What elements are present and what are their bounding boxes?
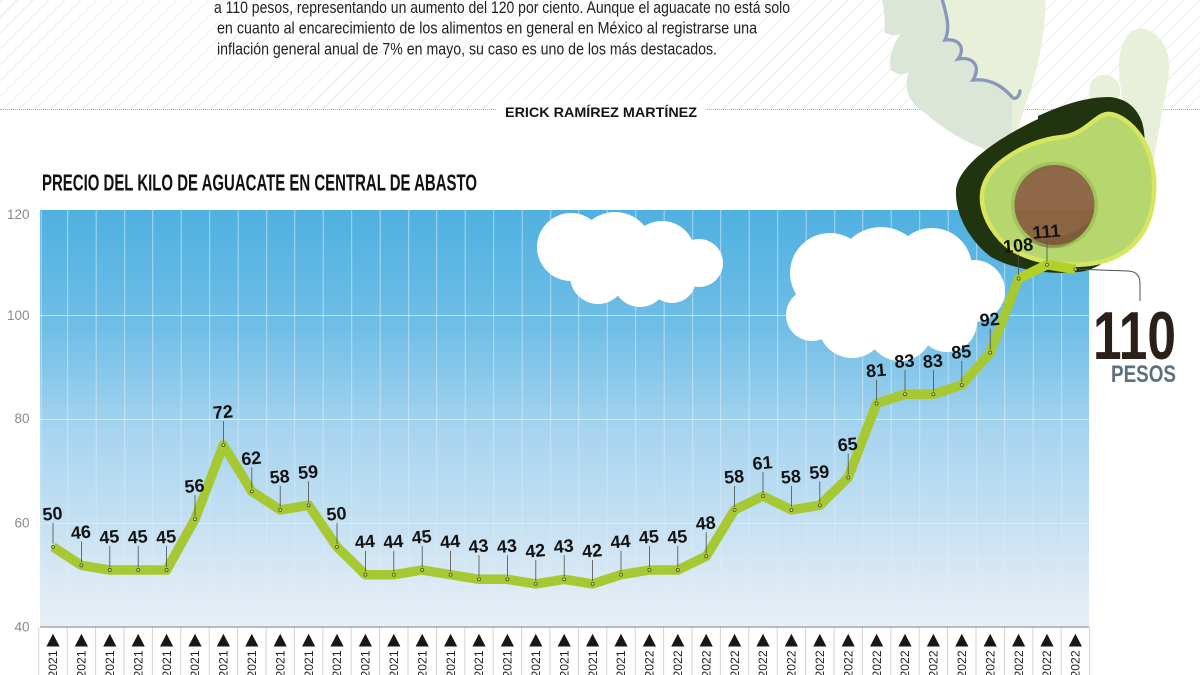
svg-text:83: 83 xyxy=(894,350,916,372)
svg-text:58: 58 xyxy=(780,466,802,488)
svg-text:2022: 2022 xyxy=(756,650,770,675)
svg-text:2021: 2021 xyxy=(46,650,60,675)
svg-text:2022: 2022 xyxy=(870,650,884,675)
svg-text:62: 62 xyxy=(240,448,262,470)
svg-text:2021: 2021 xyxy=(586,650,600,675)
svg-text:2022: 2022 xyxy=(1069,650,1083,675)
svg-text:2022: 2022 xyxy=(699,650,713,675)
svg-text:2021: 2021 xyxy=(302,650,316,675)
svg-text:2021: 2021 xyxy=(614,650,628,675)
svg-text:44: 44 xyxy=(354,531,376,553)
svg-text:2022: 2022 xyxy=(927,650,941,675)
svg-text:inflación general anual de 7%: inflación general anual de 7% en mayo, s… xyxy=(217,40,717,58)
svg-text:120: 120 xyxy=(7,207,30,222)
svg-text:45: 45 xyxy=(411,526,433,548)
svg-text:44: 44 xyxy=(439,531,461,553)
svg-text:81: 81 xyxy=(865,360,887,382)
svg-text:50: 50 xyxy=(326,503,348,525)
svg-text:44: 44 xyxy=(382,531,404,553)
svg-text:2022: 2022 xyxy=(813,650,827,675)
svg-text:59: 59 xyxy=(808,461,830,483)
svg-text:2021: 2021 xyxy=(501,650,515,675)
svg-text:2022: 2022 xyxy=(983,650,997,675)
svg-text:2021: 2021 xyxy=(557,650,571,675)
svg-text:2021: 2021 xyxy=(330,650,344,675)
svg-text:45: 45 xyxy=(98,526,120,548)
svg-text:2021: 2021 xyxy=(529,650,543,675)
svg-text:2021: 2021 xyxy=(415,650,429,675)
svg-text:58: 58 xyxy=(269,466,291,488)
svg-text:42: 42 xyxy=(581,540,603,562)
svg-text:46: 46 xyxy=(70,522,92,544)
svg-text:50: 50 xyxy=(42,503,64,525)
svg-text:40: 40 xyxy=(14,620,29,635)
svg-text:2021: 2021 xyxy=(273,650,287,675)
svg-text:2022: 2022 xyxy=(841,650,855,675)
svg-text:44: 44 xyxy=(610,531,632,553)
svg-text:PRECIO DEL KILO DE AGUACATE EN: PRECIO DEL KILO DE AGUACATE EN CENTRAL D… xyxy=(42,170,477,196)
svg-text:58: 58 xyxy=(723,466,745,488)
svg-text:61: 61 xyxy=(752,452,774,474)
svg-text:2021: 2021 xyxy=(103,650,117,675)
svg-text:2021: 2021 xyxy=(188,650,202,675)
svg-text:2021: 2021 xyxy=(387,650,401,675)
svg-text:45: 45 xyxy=(155,526,177,548)
svg-text:100: 100 xyxy=(7,308,30,323)
svg-text:110: 110 xyxy=(1093,298,1176,374)
svg-text:ERICK RAMÍREZ MARTÍNEZ: ERICK RAMÍREZ MARTÍNEZ xyxy=(505,104,698,120)
svg-text:45: 45 xyxy=(638,526,660,548)
svg-text:45: 45 xyxy=(666,526,688,548)
svg-text:83: 83 xyxy=(922,350,944,372)
svg-text:43: 43 xyxy=(468,535,490,557)
svg-text:111: 111 xyxy=(1032,221,1062,243)
svg-text:2022: 2022 xyxy=(1012,650,1026,675)
svg-text:en cuanto al encarecimiento de: en cuanto al encarecimiento de los alime… xyxy=(217,20,758,38)
svg-text:43: 43 xyxy=(553,535,575,557)
svg-text:2022: 2022 xyxy=(1040,650,1054,675)
svg-text:60: 60 xyxy=(14,516,29,531)
svg-text:PESOS: PESOS xyxy=(1111,361,1176,388)
svg-text:80: 80 xyxy=(14,411,29,426)
svg-text:85: 85 xyxy=(950,341,972,363)
svg-text:2021: 2021 xyxy=(444,650,458,675)
svg-text:2021: 2021 xyxy=(217,650,231,675)
svg-text:2021: 2021 xyxy=(245,650,259,675)
svg-text:42: 42 xyxy=(524,540,546,562)
svg-text:72: 72 xyxy=(212,401,234,423)
svg-text:59: 59 xyxy=(297,461,319,483)
svg-text:2021: 2021 xyxy=(472,650,486,675)
svg-text:2022: 2022 xyxy=(785,650,799,675)
svg-text:2021: 2021 xyxy=(160,650,174,675)
svg-text:2021: 2021 xyxy=(359,650,373,675)
svg-text:92: 92 xyxy=(979,309,1001,331)
svg-text:48: 48 xyxy=(695,512,717,534)
svg-text:2022: 2022 xyxy=(898,650,912,675)
svg-text:56: 56 xyxy=(184,475,206,497)
svg-text:108: 108 xyxy=(1002,234,1034,257)
svg-text:2022: 2022 xyxy=(643,650,657,675)
svg-text:2022: 2022 xyxy=(728,650,742,675)
svg-text:45: 45 xyxy=(127,526,149,548)
svg-text:2022: 2022 xyxy=(955,650,969,675)
svg-text:2021: 2021 xyxy=(75,650,89,675)
svg-text:2021: 2021 xyxy=(131,650,145,675)
svg-text:65: 65 xyxy=(837,434,859,456)
svg-text:2022: 2022 xyxy=(671,650,685,675)
svg-text:43: 43 xyxy=(496,535,518,557)
svg-text:a 110 pesos, representando un: a 110 pesos, representando un aumento de… xyxy=(214,0,790,17)
